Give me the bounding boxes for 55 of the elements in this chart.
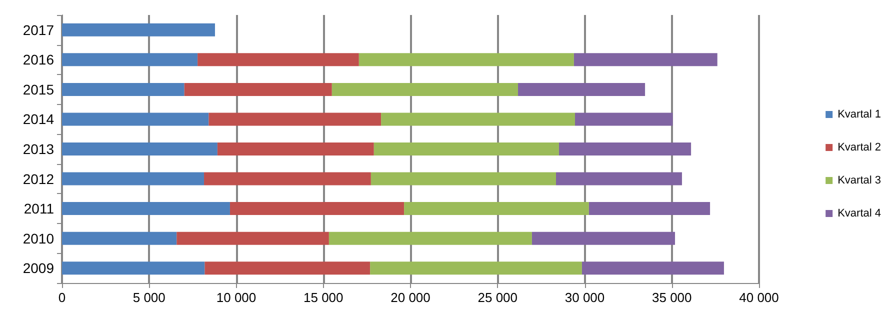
y-tick-label: 2015 <box>22 81 54 98</box>
y-tick-label: 2016 <box>22 52 54 68</box>
bar <box>574 112 673 126</box>
x-tick-label: 30 000 <box>564 290 605 305</box>
bar <box>556 172 682 186</box>
bar <box>62 53 198 66</box>
x-tick-label: 10 000 <box>216 290 256 305</box>
y-tick-label: 2011 <box>24 200 54 217</box>
bar <box>518 82 646 96</box>
y-tick-label: 2009 <box>22 260 54 276</box>
bar <box>332 82 518 96</box>
x-tick-label: 0 <box>58 290 66 305</box>
bar <box>217 142 374 156</box>
bar <box>62 232 177 245</box>
x-tick-label: 15 000 <box>303 290 344 305</box>
legend-label: Kvartal 4 <box>838 208 882 220</box>
x-tick-label: 40 000 <box>739 290 779 305</box>
bar <box>62 172 204 186</box>
bar <box>62 112 209 126</box>
bar <box>184 82 332 96</box>
bar <box>176 232 329 245</box>
bar <box>204 262 370 275</box>
bar <box>62 142 218 156</box>
bar <box>62 82 184 96</box>
bar <box>588 202 710 216</box>
bar <box>582 262 724 275</box>
bar <box>532 232 676 245</box>
bar <box>62 262 205 275</box>
y-tick-label: 2013 <box>22 141 54 157</box>
legend-label: Kvartal 2 <box>838 142 882 154</box>
x-tick-label: 35 000 <box>652 290 692 305</box>
bar <box>370 262 582 275</box>
bar <box>381 112 575 126</box>
bar <box>230 202 404 216</box>
legend-label: Kvartal 3 <box>838 174 882 186</box>
x-tick-label: 20 000 <box>390 290 430 305</box>
bar <box>328 232 532 245</box>
x-tick-label: 25 000 <box>478 290 518 305</box>
bar <box>370 172 556 186</box>
legend-label: Kvartal 1 <box>838 108 882 120</box>
bar <box>208 112 382 126</box>
bar <box>404 202 589 216</box>
y-tick-label: 2012 <box>22 170 54 187</box>
bar <box>358 53 574 66</box>
bar <box>204 172 371 186</box>
y-tick-label: 2010 <box>22 230 54 246</box>
bar <box>574 53 718 66</box>
y-tick-label: 2014 <box>22 111 54 128</box>
bar <box>198 53 359 66</box>
x-tick-label: 5 000 <box>132 290 166 305</box>
y-tick-label: 2017 <box>22 22 54 38</box>
bar <box>62 23 215 36</box>
bar <box>558 142 692 156</box>
bar <box>62 202 230 216</box>
bar <box>374 142 559 156</box>
